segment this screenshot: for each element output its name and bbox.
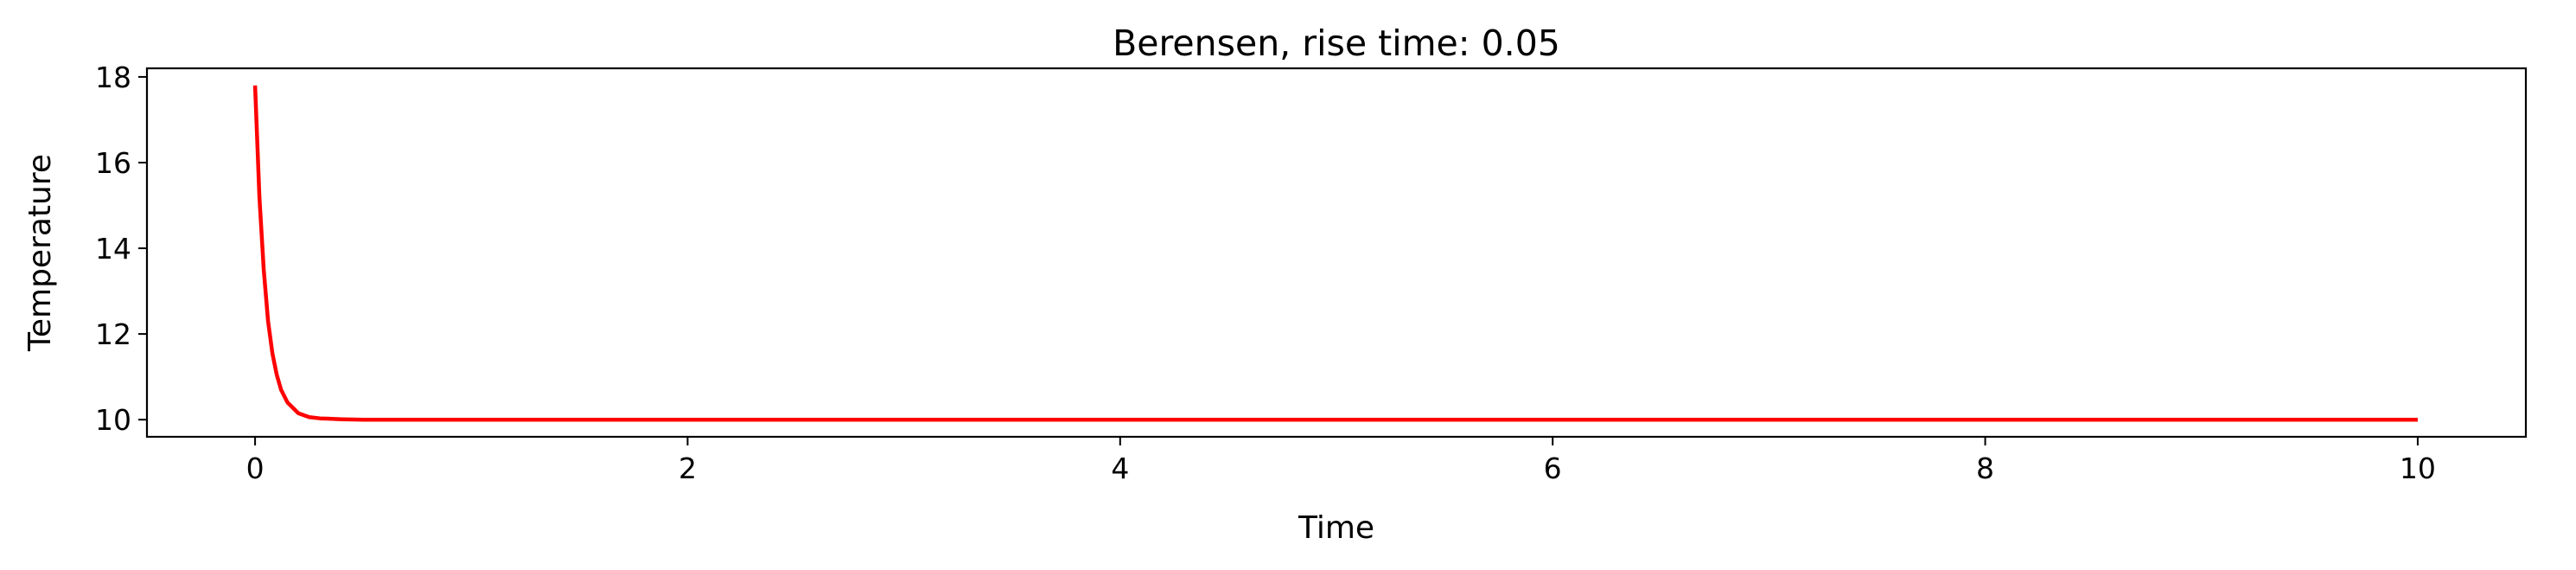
y-tick-label: 12 bbox=[95, 317, 131, 351]
y-tick-label: 16 bbox=[95, 146, 131, 180]
series-layer bbox=[252, 85, 2418, 422]
y-tick-label: 14 bbox=[95, 232, 131, 266]
y-tick-label: 18 bbox=[95, 61, 131, 94]
x-tick-label: 10 bbox=[2400, 452, 2436, 485]
x-tick-label: 6 bbox=[1544, 452, 1562, 485]
y-axis-label: Temperature bbox=[22, 154, 58, 352]
x-tick-label: 2 bbox=[679, 452, 697, 485]
series-line-0 bbox=[252, 85, 2418, 422]
x-axis-ticks: 0 2 4 6 8 10 bbox=[246, 437, 2436, 485]
plot-area-frame bbox=[145, 67, 2528, 439]
chart-title: Berensen, rise time: 0.05 bbox=[1113, 22, 1560, 64]
y-axis-ticks: 10 12 14 16 18 bbox=[95, 61, 147, 437]
x-axis-label: Time bbox=[1298, 510, 1374, 546]
y-tick-label: 10 bbox=[95, 403, 131, 437]
x-tick-label: 4 bbox=[1111, 452, 1129, 485]
x-tick-label: 8 bbox=[1976, 452, 1994, 485]
x-tick-label: 0 bbox=[246, 452, 265, 485]
